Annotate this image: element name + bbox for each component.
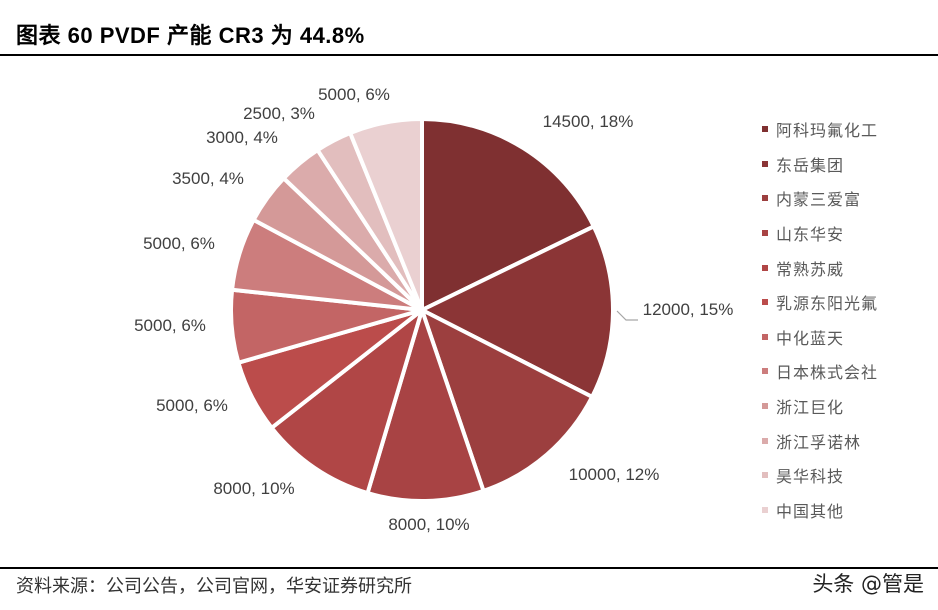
legend-label: 常熟苏威 bbox=[776, 259, 845, 279]
pie-data-labels: 14500, 18% 12000, 15% 10000, 12% 8000, 10% 8… bbox=[134, 85, 733, 534]
legend-swatch-icon bbox=[762, 160, 768, 167]
legend-item: 内蒙三爱富 bbox=[762, 181, 878, 216]
legend-label: 东岳集团 bbox=[776, 155, 845, 175]
legend-label: 内蒙三爱富 bbox=[776, 190, 862, 210]
data-label: 8000, 10% bbox=[388, 515, 469, 534]
legend-item: 中国其他 bbox=[762, 493, 878, 528]
legend-item: 中化蓝天 bbox=[762, 320, 878, 355]
legend-swatch-icon bbox=[762, 230, 768, 237]
legend-item: 阿科玛氟化工 bbox=[762, 112, 878, 147]
legend-item: 昊华科技 bbox=[762, 458, 878, 493]
data-label: 5000, 6% bbox=[134, 316, 206, 335]
legend-swatch-icon bbox=[762, 264, 768, 271]
legend-item: 乳源东阳光氟 bbox=[762, 285, 878, 320]
legend-swatch-icon bbox=[762, 437, 768, 444]
legend-swatch-icon bbox=[762, 506, 768, 513]
data-label: 10000, 12% bbox=[569, 465, 660, 484]
legend-swatch-icon bbox=[762, 403, 768, 410]
data-label: 5000, 6% bbox=[318, 85, 390, 104]
data-label: 3500, 4% bbox=[172, 169, 244, 188]
legend-swatch-icon bbox=[762, 299, 768, 306]
legend-label: 浙江巨化 bbox=[776, 398, 845, 418]
chart-title: 图表 60 PVDF 产能 CR3 为 44.8% bbox=[16, 23, 365, 48]
legend-item: 常熟苏威 bbox=[762, 250, 878, 285]
pie-slice bbox=[348, 117, 424, 312]
legend-item: 浙江巨化 bbox=[762, 389, 878, 424]
legend-label: 浙江孚诺林 bbox=[776, 432, 862, 452]
legend-label: 中国其他 bbox=[776, 501, 845, 521]
legend-swatch-icon bbox=[762, 368, 768, 375]
pie-slice bbox=[365, 308, 486, 503]
legend-item: 日本株式会社 bbox=[762, 354, 878, 389]
watermark: 头条 @管是 bbox=[812, 572, 924, 596]
pie-slice bbox=[420, 308, 595, 493]
legend-item: 山东华安 bbox=[762, 216, 878, 251]
data-label: 2500, 3% bbox=[243, 104, 315, 123]
pie-slice bbox=[420, 224, 615, 399]
source-note: 资料来源：公司公告，公司官网，华安证券研究所 bbox=[16, 576, 412, 597]
legend-label: 日本株式会社 bbox=[776, 363, 879, 383]
legend-label: 乳源东阳光氟 bbox=[776, 294, 879, 314]
legend-swatch-icon bbox=[762, 126, 768, 133]
legend-label: 昊华科技 bbox=[776, 467, 845, 487]
legend-label: 中化蓝天 bbox=[776, 328, 845, 348]
legend-swatch-icon bbox=[762, 333, 768, 340]
chart-legend: 阿科玛氟化工 东岳集团 内蒙三爱富 山东华安 常熟苏威 乳源东阳光氟 中化蓝天 … bbox=[762, 112, 878, 527]
footer-divider bbox=[0, 567, 938, 569]
pie-slice bbox=[420, 117, 596, 312]
pie-slice bbox=[269, 308, 424, 496]
title-divider bbox=[0, 54, 938, 56]
data-label: 8000, 10% bbox=[213, 479, 294, 498]
data-label: 5000, 6% bbox=[156, 396, 228, 415]
data-label: 12000, 15% bbox=[643, 300, 734, 319]
legend-swatch-icon bbox=[762, 195, 768, 202]
legend-item: 东岳集团 bbox=[762, 147, 878, 182]
data-label: 14500, 18% bbox=[543, 112, 634, 131]
data-label: 3000, 4% bbox=[206, 128, 278, 147]
pie-slices bbox=[229, 117, 615, 503]
pie-chart: 14500, 18% 12000, 15% 10000, 12% 8000, 10% 8… bbox=[134, 85, 733, 534]
legend-label: 山东华安 bbox=[776, 225, 845, 245]
data-label: 5000, 6% bbox=[143, 234, 215, 253]
leader-line bbox=[616, 310, 638, 321]
legend-item: 浙江孚诺林 bbox=[762, 423, 878, 458]
legend-swatch-icon bbox=[762, 472, 768, 479]
legend-label: 阿科玛氟化工 bbox=[776, 121, 879, 141]
